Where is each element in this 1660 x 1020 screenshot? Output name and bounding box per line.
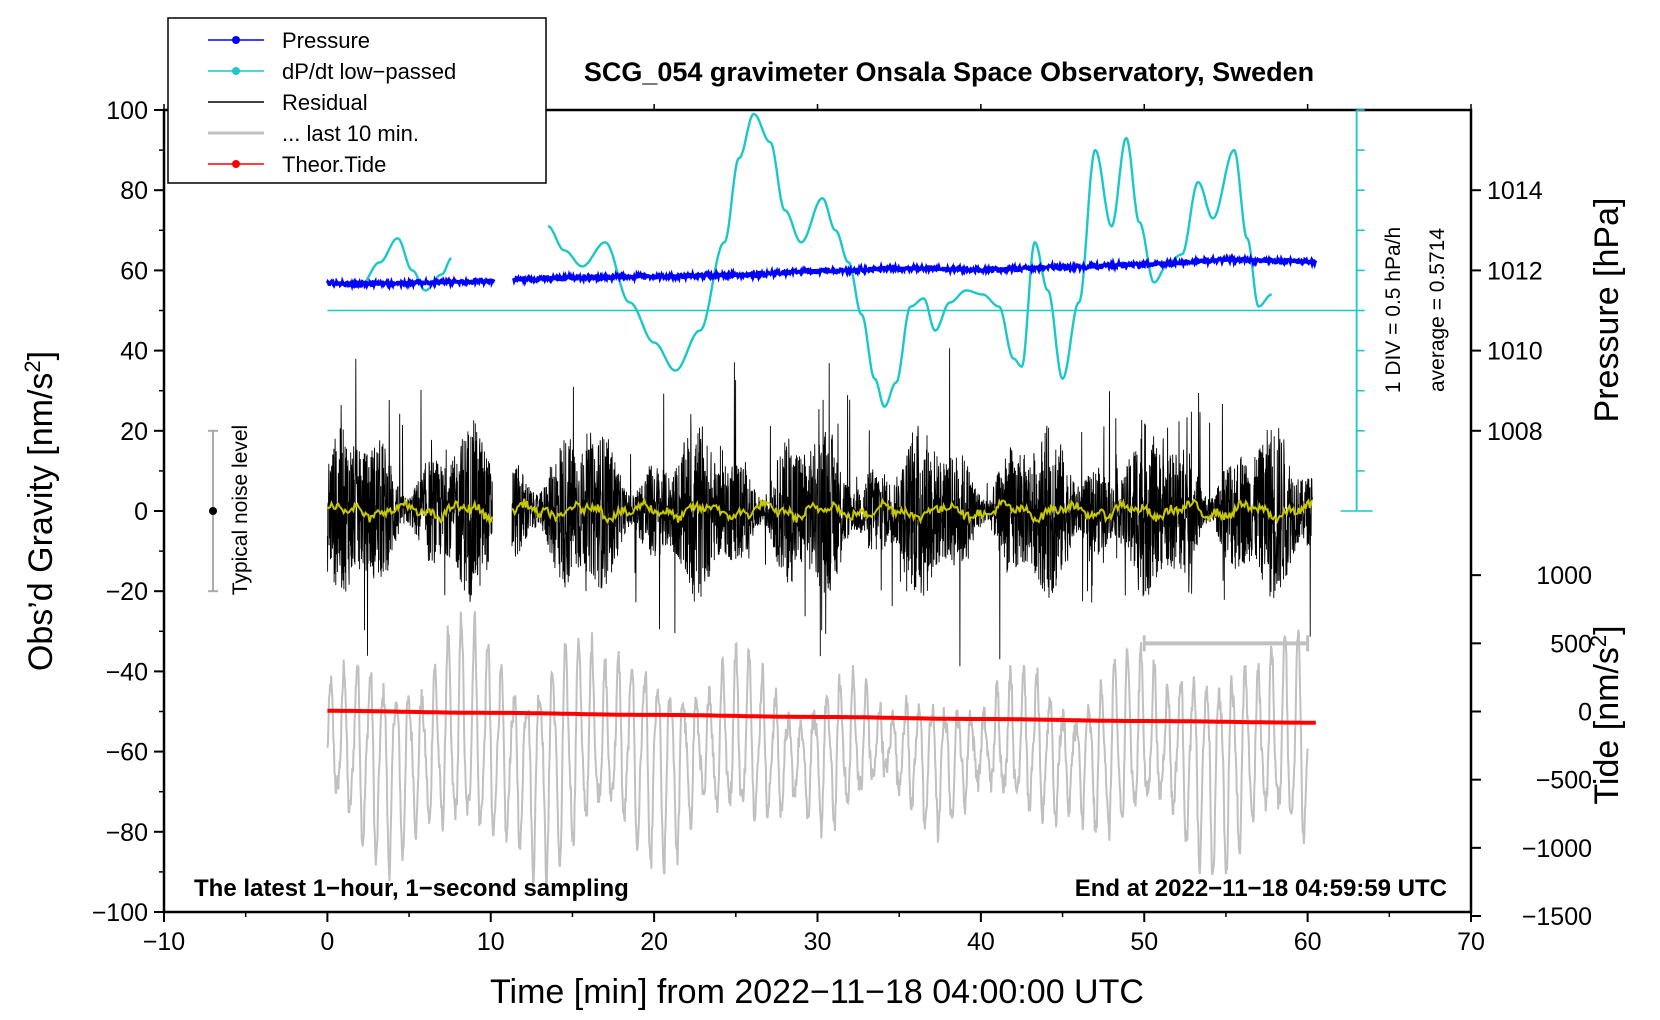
- legend-label: Theor.Tide: [282, 152, 386, 177]
- noise-center-dot: [209, 507, 218, 515]
- scale-bar-label-average: average = 0.5714: [1426, 228, 1449, 392]
- tide-tick-label: 0: [1578, 699, 1592, 727]
- scale-bar-label-div: 1 DIV = 0.5 hPa/h: [1382, 227, 1405, 393]
- y-tick-label: −80: [106, 819, 148, 847]
- y-tick-label: 80: [120, 177, 148, 205]
- tide-tick-label: −1500: [1522, 903, 1592, 931]
- x-axis-label: Time [min] from 2022−11−18 04:00:00 UTC: [490, 973, 1144, 1011]
- residual-smoothed-segment-1: [511, 496, 1314, 525]
- noise-level-label: Typical noise level: [229, 425, 252, 595]
- tide-tick-label: 1000: [1536, 562, 1592, 590]
- annotation-bottom-right: End at 2022−11−18 04:59:59 UTC: [1075, 875, 1447, 902]
- pressure-segment-1: [512, 252, 1318, 288]
- pressure-tick-label: 1012: [1487, 257, 1543, 285]
- y-tick-label: 0: [134, 498, 148, 526]
- dpdt-segment-1: [547, 112, 1272, 409]
- legend-box: [167, 17, 547, 184]
- y-tick-label: −20: [106, 578, 148, 606]
- y-tick-label: −60: [106, 739, 148, 767]
- residual-segment-1: [511, 348, 1313, 667]
- tide-tick-label: 500: [1550, 630, 1592, 658]
- x-tick-label: 0: [320, 928, 334, 956]
- y-axis-label-left: Obs’d Gravity [nm/s2]: [20, 351, 60, 671]
- pressure-segment-0: [325, 275, 496, 292]
- y-tick-label: −100: [92, 899, 148, 927]
- chart-title: SCG_054 gravimeter Onsala Space Observat…: [584, 57, 1314, 87]
- y-axis-label-tide: Tide [nm/s2]: [1586, 625, 1626, 804]
- x-tick-label: 70: [1457, 928, 1485, 956]
- residual-smoothed-series: [326, 496, 1314, 526]
- legend-label: Residual: [282, 90, 368, 115]
- y-tick-label: 100: [106, 97, 148, 125]
- legend-label: ... last 10 min.: [282, 121, 419, 146]
- x-tick-label: 20: [640, 928, 668, 956]
- y-tick-label: −40: [106, 658, 148, 686]
- y-tick-label: 60: [120, 257, 148, 285]
- axis-ticks: −10 0 10 20 30 40 50 60 70100806040200−20−40−60−…: [92, 97, 1592, 956]
- last-10-min-line: [326, 611, 1309, 888]
- x-tick-label: −10: [143, 928, 185, 956]
- y-tick-label: 40: [120, 338, 148, 366]
- legend-marker: [232, 36, 240, 44]
- y-axis-label-pressure: Pressure [hPa]: [1588, 198, 1626, 423]
- x-tick-label: 60: [1294, 928, 1322, 956]
- typical-noise-level: [208, 429, 219, 593]
- pressure-scale-bar: [1340, 109, 1373, 512]
- legend-marker: [232, 67, 240, 75]
- legend-label: Pressure: [282, 28, 370, 53]
- pressure-tick-label: 1008: [1487, 418, 1543, 446]
- pressure-tick-label: 1010: [1487, 338, 1543, 366]
- theor-tide-series: [327, 708, 1316, 725]
- theor-tide-line: [327, 708, 1316, 725]
- tide-tick-label: −500: [1536, 767, 1592, 795]
- annotation-bottom-left: The latest 1−hour, 1−second sampling: [194, 875, 629, 902]
- last-10-min-series: [326, 611, 1310, 888]
- x-tick-label: 40: [967, 928, 995, 956]
- residual-smoothed-segment-0: [326, 497, 494, 526]
- tide-tick-label: −1000: [1522, 835, 1592, 863]
- y-tick-label: 20: [120, 418, 148, 446]
- x-tick-label: 50: [1130, 928, 1158, 956]
- x-tick-label: 10: [477, 928, 505, 956]
- pressure-series: [325, 252, 1318, 292]
- x-tick-label: 30: [804, 928, 832, 956]
- legend-marker: [232, 160, 240, 168]
- pressure-tick-label: 1014: [1487, 177, 1543, 205]
- legend-label: dP/dt low−passed: [282, 59, 456, 84]
- legend: Pressure dP/dt low−passed Residual ... last…: [167, 17, 547, 184]
